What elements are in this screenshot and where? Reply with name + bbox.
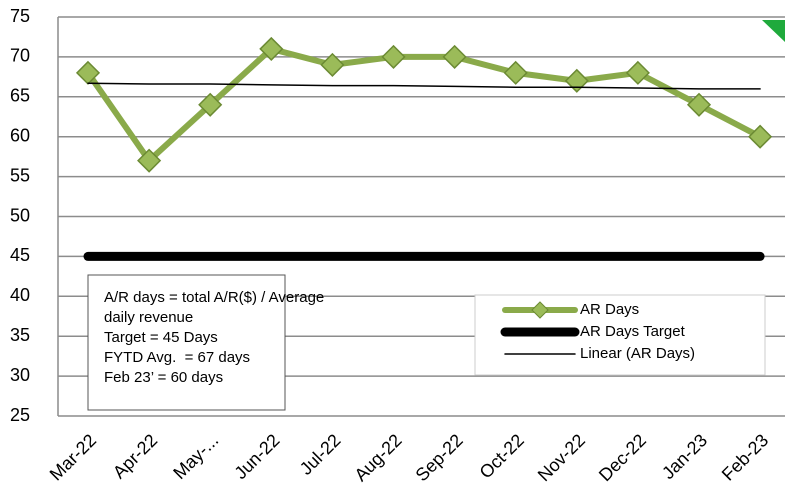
x-tick-label: Jan-23 (658, 430, 711, 483)
x-tick-label: Feb-23 (718, 430, 772, 484)
marker (442, 44, 467, 69)
annotation-line: Feb 23’ = 60 days (104, 369, 223, 386)
legend-label: AR Days (580, 301, 639, 318)
series-line (87, 82, 761, 90)
y-tick-label: 75 (10, 6, 30, 26)
marker (686, 92, 712, 117)
legend-label: AR Days Target (580, 323, 686, 340)
corner-triangle (762, 20, 785, 42)
x-tick-label: Dec-22 (595, 430, 650, 485)
y-tick-label: 70 (10, 46, 30, 66)
y-tick-label: 35 (10, 325, 30, 345)
x-tick-label: Nov-22 (534, 430, 589, 485)
x-tick-label: Aug-22 (350, 430, 405, 485)
x-tick-label: Sep-22 (412, 430, 467, 485)
marker (748, 124, 773, 149)
x-tick-label: Jun-22 (230, 430, 283, 483)
annotation-line: Target = 45 Days (104, 329, 218, 346)
marker (198, 92, 223, 117)
x-tick-label: Mar-22 (46, 430, 100, 484)
marker (259, 36, 284, 61)
annotation-line: daily revenue (104, 309, 193, 326)
series-line (85, 45, 764, 164)
marker (625, 60, 650, 85)
marker (137, 148, 162, 173)
y-tick-label: 50 (10, 205, 30, 225)
y-tick-label: 25 (10, 405, 30, 425)
y-tick-label: 30 (10, 365, 30, 385)
x-tick-label: Apr-22 (109, 430, 161, 482)
y-tick-label: 45 (10, 245, 30, 265)
x-tick-label: Jul-22 (296, 430, 345, 479)
x-tick-label: Oct-22 (476, 430, 528, 482)
marker (564, 68, 589, 93)
y-tick-label: 40 (10, 285, 30, 305)
y-tick-label: 60 (10, 125, 30, 145)
annotation-line: A/R days = total A/R($) / Average (104, 289, 324, 306)
marker (503, 60, 528, 85)
y-tick-label: 55 (10, 165, 30, 185)
y-tick-label: 65 (10, 86, 30, 106)
legend-marker (531, 301, 549, 319)
marker (381, 44, 406, 69)
marker (320, 52, 345, 77)
x-tick-label: May-... (169, 430, 222, 483)
annotation-line: FYTD Avg. = 67 days (104, 349, 250, 366)
legend-label: Linear (AR Days) (580, 345, 695, 362)
annotation-box (87, 274, 286, 411)
